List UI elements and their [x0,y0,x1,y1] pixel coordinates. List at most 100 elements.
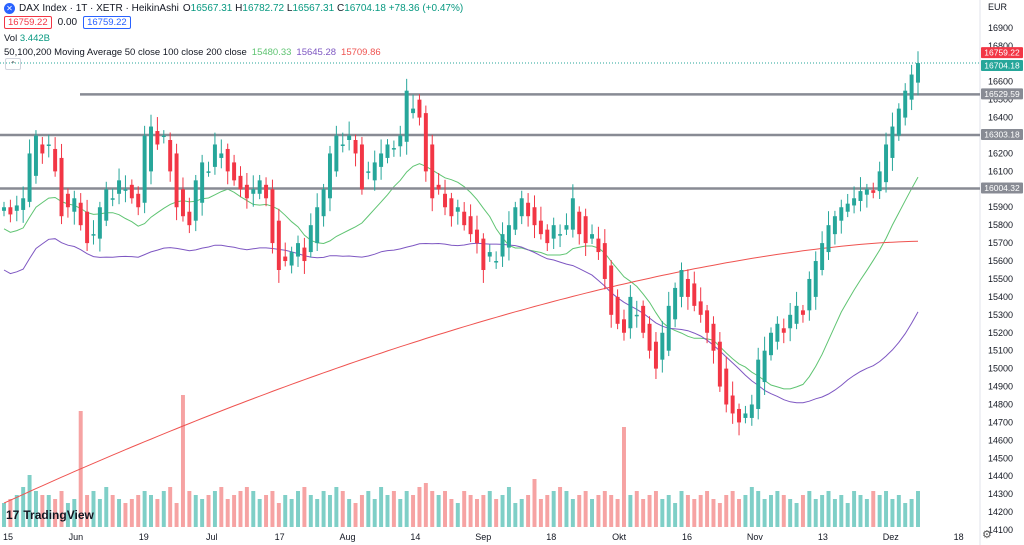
volume-bar [526,495,531,527]
candle-body [807,278,812,311]
x-tick-label: 14 [410,532,420,542]
candle-body [200,162,205,203]
volume-bar [487,491,492,527]
candle-body [602,243,607,279]
settings-gear-icon[interactable]: ⚙ [982,529,992,541]
candle-body [283,256,288,262]
candle-body [909,74,914,100]
candle-body [353,140,358,154]
volume-bar [359,495,364,527]
currency-label[interactable]: EUR [988,2,1008,12]
candle-body [404,90,409,142]
volume-bar [129,499,134,527]
candle-body [411,108,416,114]
volume-bar [775,491,780,527]
buy-price-box[interactable]: 16759.22 [83,16,131,29]
candle-body [372,162,377,181]
candle-body [500,234,505,257]
symbol-title[interactable]: DAX Index · 1T · XETR · HeikinAshi [19,2,179,14]
candle-body [40,144,45,154]
volume-bar [193,495,198,527]
candle-body [398,135,403,147]
candle-body [219,153,224,158]
candle-body [487,252,492,257]
candle-body [449,198,454,217]
candle-body [641,305,646,333]
candle-body [653,341,658,369]
y-tick-label: 15200 [988,328,1013,338]
candle-body [327,153,332,199]
candle-body [858,191,863,201]
volume-bar [296,491,300,527]
volume-bar [820,495,825,527]
volume-bar [634,491,639,527]
candle-body [379,153,384,167]
candle-body [647,323,652,351]
candle-body [142,135,147,203]
candle-body [538,220,543,235]
candle-body [756,359,761,409]
legend-row-ma[interactable]: 50,100,200 Moving Average 50 close 100 c… [4,47,381,58]
candle-body [443,193,448,208]
x-tick-label: 19 [139,532,149,542]
y-tick-label: 14200 [988,507,1013,517]
candle-body [583,216,588,244]
candle-body [590,234,595,239]
volume-bar [705,491,710,527]
candle-body [117,180,122,194]
candle-body [251,189,256,194]
candle-body [749,404,754,418]
candle-body [417,99,422,118]
volume-bar [91,491,96,527]
candle-body [212,144,217,167]
candle-body [730,395,735,414]
sell-price-box[interactable]: 16759.22 [4,16,52,29]
volume-bar [839,495,844,527]
volume-bar [372,499,377,527]
candle-body [110,198,115,200]
volume-bar [852,491,857,527]
volume-bar [564,491,569,527]
volume-bar [2,503,6,527]
volume-bar [449,499,454,527]
volume-bar [251,491,256,527]
collapse-legend-button[interactable]: ⌃ [5,58,21,70]
candle-body [59,157,64,217]
candle-body [391,148,396,150]
volume-bar [85,495,90,527]
volume-bar [481,495,486,527]
volume-bar [743,495,748,527]
candle-body [78,202,83,226]
candle-body [711,323,716,351]
candle-body [129,184,134,199]
candle-body [666,305,671,351]
candle-body [890,126,895,158]
candle-body [506,225,511,248]
volume-bar [602,491,607,527]
volume-bar [474,499,479,527]
volume-bar [174,503,179,527]
x-tick-label: Jul [206,532,218,542]
volume-value: 3.442B [19,33,50,44]
volume-bar [225,499,230,527]
candle-body [628,296,633,329]
x-tick-label: Dez [883,532,900,542]
candle-body [513,207,518,230]
volume-bar [737,499,742,527]
volume-bar [698,495,703,527]
volume-bar [136,495,141,527]
volume-bar [845,503,850,527]
volume-bar [436,495,441,527]
candle-body [321,189,326,217]
volume-bar [366,491,371,527]
candle-body [622,319,626,333]
x-tick-label: 18 [546,532,556,542]
candle-body [743,413,748,418]
volume-bar [149,495,153,527]
candle-body [832,216,837,235]
candle-body [8,207,13,215]
candle-body [481,238,486,270]
volume-bar [123,503,128,527]
volume-bar [513,503,518,527]
